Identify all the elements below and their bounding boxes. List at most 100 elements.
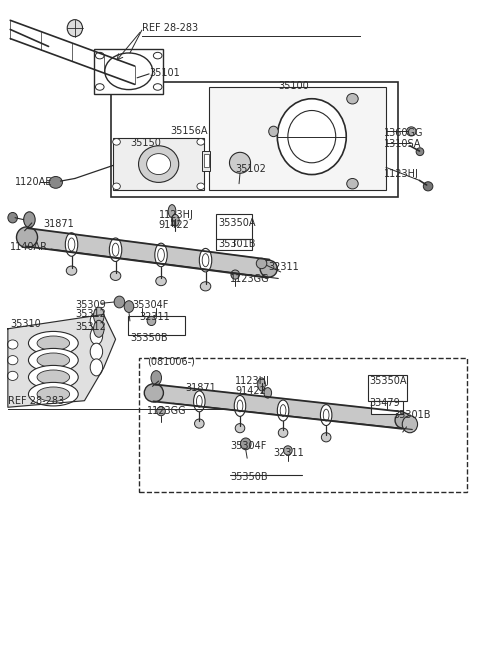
Text: 32311: 32311 <box>140 312 170 322</box>
Bar <box>202 151 210 171</box>
Ellipse shape <box>16 227 37 248</box>
Bar <box>368 375 407 401</box>
Bar <box>94 49 163 94</box>
Ellipse shape <box>7 340 18 349</box>
Ellipse shape <box>113 139 120 145</box>
Ellipse shape <box>258 378 265 391</box>
Text: 35350A: 35350A <box>218 218 256 228</box>
Text: 35156A: 35156A <box>170 126 208 136</box>
Ellipse shape <box>237 400 243 412</box>
Ellipse shape <box>264 388 272 398</box>
Ellipse shape <box>155 243 167 267</box>
Ellipse shape <box>105 53 153 90</box>
Ellipse shape <box>240 438 251 450</box>
Text: 1140AR: 1140AR <box>10 242 48 252</box>
Text: REF 28-283: REF 28-283 <box>142 23 198 33</box>
Ellipse shape <box>231 270 240 279</box>
Ellipse shape <box>157 407 165 416</box>
Ellipse shape <box>90 312 103 329</box>
Bar <box>111 83 398 196</box>
Ellipse shape <box>196 396 202 407</box>
Text: 33479: 33479 <box>369 398 400 407</box>
Ellipse shape <box>37 336 70 350</box>
Text: 35304F: 35304F <box>230 441 267 451</box>
Text: REF 28-283: REF 28-283 <box>8 396 64 405</box>
Ellipse shape <box>260 260 277 277</box>
Ellipse shape <box>94 320 104 337</box>
Ellipse shape <box>277 400 289 421</box>
Bar <box>140 358 468 492</box>
Text: 1123GG: 1123GG <box>230 274 270 284</box>
Text: 1123GG: 1123GG <box>147 406 186 416</box>
Text: 1310SA: 1310SA <box>384 140 421 149</box>
Ellipse shape <box>347 94 358 104</box>
Bar <box>371 401 403 414</box>
Ellipse shape <box>68 238 75 251</box>
Ellipse shape <box>96 84 104 90</box>
Ellipse shape <box>8 212 17 223</box>
Ellipse shape <box>416 148 424 156</box>
Ellipse shape <box>94 307 104 324</box>
Ellipse shape <box>269 126 278 137</box>
Ellipse shape <box>194 419 204 428</box>
Bar <box>204 155 209 168</box>
Ellipse shape <box>147 154 170 174</box>
Text: 32311: 32311 <box>269 262 300 272</box>
Ellipse shape <box>256 258 267 269</box>
Ellipse shape <box>66 266 77 275</box>
Polygon shape <box>26 228 269 278</box>
Ellipse shape <box>321 405 332 426</box>
Bar <box>128 316 185 335</box>
Text: 35350B: 35350B <box>230 472 268 481</box>
Text: 35301B: 35301B <box>393 410 431 420</box>
Bar <box>216 239 252 250</box>
Ellipse shape <box>7 371 18 381</box>
Text: 91422: 91422 <box>235 386 266 396</box>
Ellipse shape <box>7 356 18 365</box>
Text: 1123HJ: 1123HJ <box>384 169 419 179</box>
Ellipse shape <box>37 353 70 367</box>
Ellipse shape <box>278 428 288 438</box>
Ellipse shape <box>277 99 346 174</box>
Ellipse shape <box>49 176 62 188</box>
Ellipse shape <box>229 153 251 174</box>
Ellipse shape <box>235 424 245 433</box>
Ellipse shape <box>90 343 103 360</box>
Ellipse shape <box>96 52 104 59</box>
Bar <box>113 138 204 190</box>
Text: 35100: 35100 <box>278 81 309 90</box>
Ellipse shape <box>67 20 83 37</box>
Ellipse shape <box>322 433 331 442</box>
Bar <box>209 87 386 190</box>
Ellipse shape <box>157 248 164 261</box>
Ellipse shape <box>323 409 329 421</box>
Text: 35101: 35101 <box>149 67 180 77</box>
Ellipse shape <box>154 84 162 90</box>
Ellipse shape <box>288 111 336 163</box>
Ellipse shape <box>423 181 433 191</box>
Ellipse shape <box>112 243 119 256</box>
Ellipse shape <box>199 248 212 272</box>
Ellipse shape <box>37 387 70 402</box>
Ellipse shape <box>154 52 162 59</box>
Ellipse shape <box>110 271 121 280</box>
Ellipse shape <box>65 233 78 256</box>
Ellipse shape <box>24 212 35 227</box>
Ellipse shape <box>113 183 120 189</box>
Ellipse shape <box>200 282 211 291</box>
Ellipse shape <box>114 296 125 308</box>
Ellipse shape <box>202 253 209 267</box>
Ellipse shape <box>151 371 161 385</box>
Text: 35301B: 35301B <box>218 239 256 249</box>
Ellipse shape <box>144 384 163 402</box>
Ellipse shape <box>193 391 205 412</box>
Ellipse shape <box>139 146 179 182</box>
Text: 35350B: 35350B <box>130 333 168 343</box>
Ellipse shape <box>284 446 292 455</box>
Text: 35312: 35312 <box>75 309 106 320</box>
Text: 31871: 31871 <box>185 383 216 392</box>
Polygon shape <box>8 314 116 407</box>
Text: 35310: 35310 <box>10 319 41 329</box>
Ellipse shape <box>109 238 122 261</box>
Ellipse shape <box>402 416 418 433</box>
